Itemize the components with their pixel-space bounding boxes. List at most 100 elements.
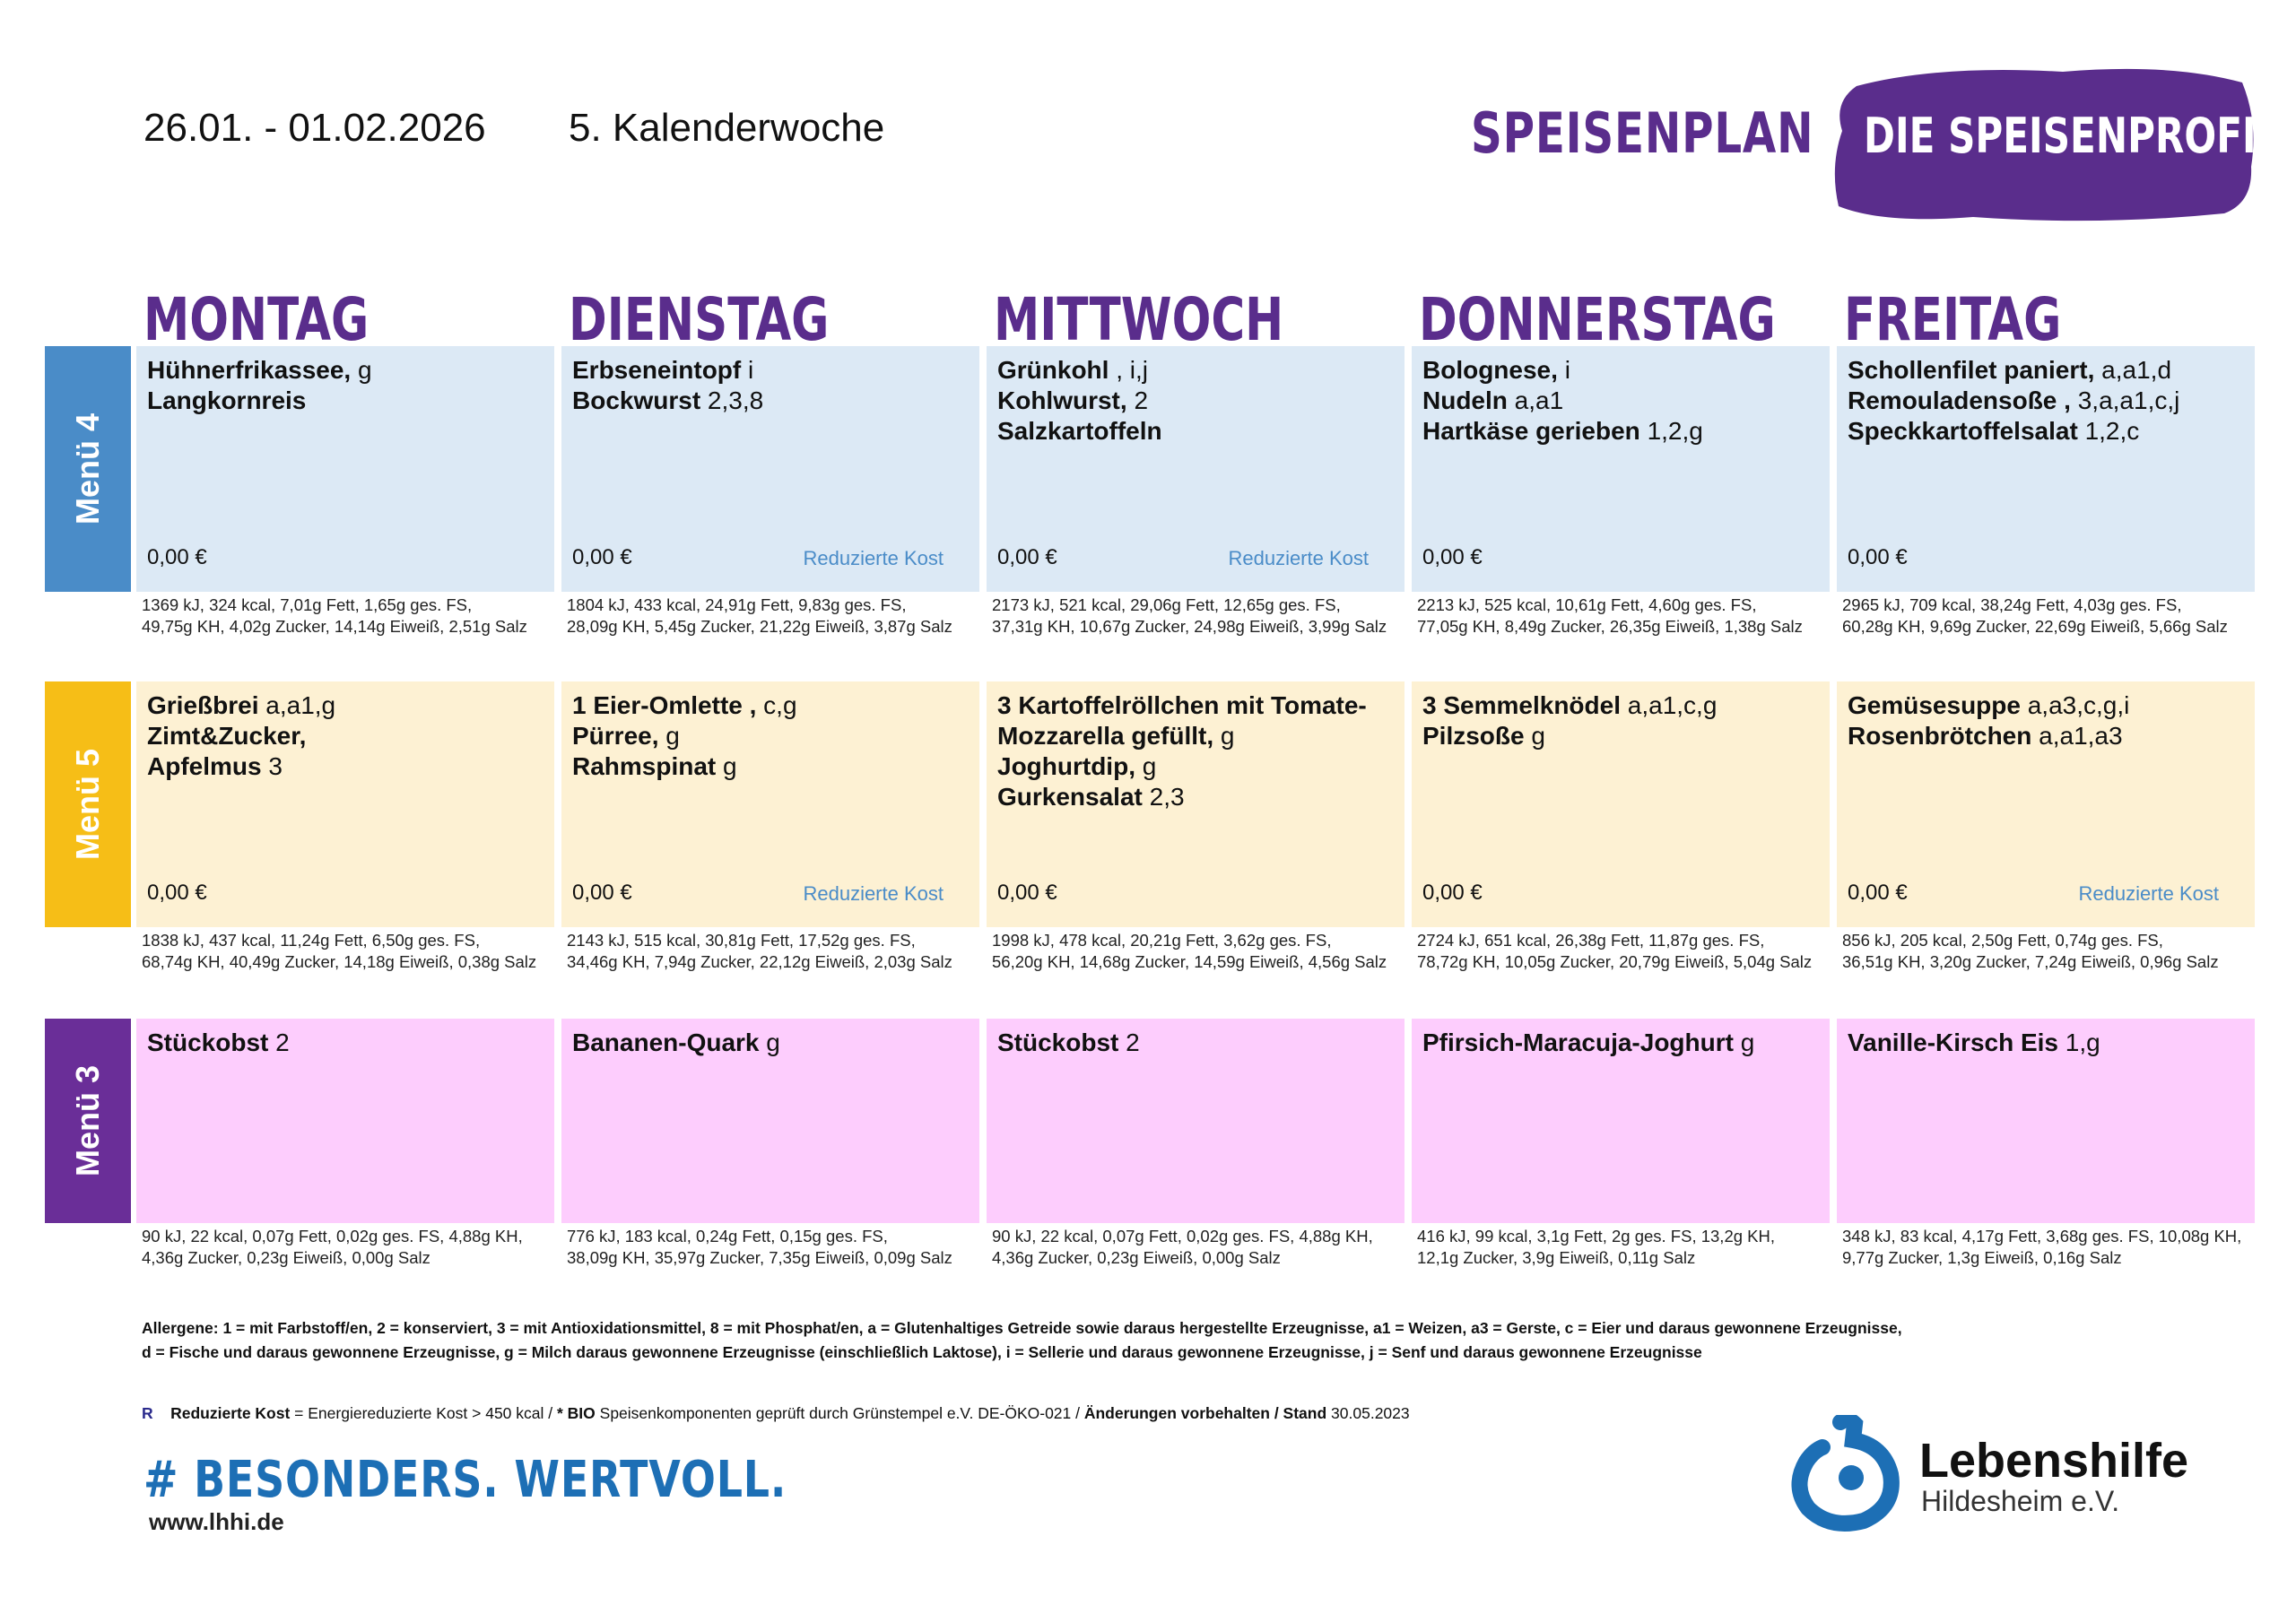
nutrition-line: 1369 kJ, 324 kcal, 7,01g Fett, 1,65g ges…	[142, 595, 473, 614]
menu-tab-5: Menü 5	[45, 681, 131, 927]
day-header-mittwoch: MITTWOCH	[994, 285, 1284, 354]
allergen-codes: a,a1	[1507, 386, 1564, 414]
dish-line: Apfelmus 3	[147, 751, 544, 782]
calendar-week: 5. Kalenderwoche	[569, 106, 885, 150]
legend-date: 30.05.2023	[1326, 1404, 1410, 1422]
menu-cell: Grießbrei a,a1,g Zimt&Zucker, Apfelmus 3 0,…	[136, 681, 554, 927]
price: 0,00 €	[997, 545, 1057, 569]
allergen-codes: 2	[268, 1028, 290, 1056]
nutrition-info: 776 kJ, 183 kcal, 0,24g Fett, 0,15g ges.…	[567, 1226, 952, 1269]
nutrition-line: 1838 kJ, 437 kcal, 11,24g Fett, 6,50g ge…	[142, 931, 481, 950]
dish-name: Nudeln	[1422, 386, 1508, 414]
nutrition-line: 34,46g KH, 7,94g Zucker, 22,12g Eiweiß, …	[567, 952, 952, 971]
price: 0,00 €	[1848, 881, 1908, 905]
dish-line: Hartkäse gerieben 1,2,g	[1422, 416, 1819, 447]
dish-line: Nudeln a,a1	[1422, 386, 1819, 416]
allergen-codes: 3	[261, 752, 283, 780]
dish-line: Kohlwurst, 2	[997, 386, 1394, 416]
allergen-codes: g	[716, 752, 737, 780]
dish-line: Stückobst 2	[147, 1028, 544, 1058]
day-header-freitag: FREITAG	[1844, 285, 2062, 354]
nutrition-info: 416 kJ, 99 kcal, 3,1g Fett, 2g ges. FS, …	[1417, 1226, 1775, 1269]
allergen-codes: g	[1524, 722, 1545, 750]
allergen-codes: 2	[1118, 1028, 1140, 1056]
nutrition-info: 856 kJ, 205 kcal, 2,50g Fett, 0,74g ges.…	[1842, 930, 2219, 973]
dish-name: 3 Semmelknödel	[1422, 691, 1621, 719]
dish-name: 3 Kartoffelröllchen mit Tomate-	[997, 691, 1367, 719]
dish-line: Rosenbrötchen a,a1,a3	[1848, 721, 2244, 751]
dish-name: Langkornreis	[147, 386, 307, 414]
dish-name: Joghurtdip,	[997, 752, 1135, 780]
menu-cell: Pfirsich-Maracuja-Joghurt g	[1412, 1019, 1830, 1223]
slogan: # BESONDERS. WERTVOLL.	[144, 1451, 787, 1509]
menu-cell: Schollenfilet paniert, a,a1,d Remouladens…	[1837, 346, 2255, 592]
nutrition-line: 36,51g KH, 3,20g Zucker, 7,24g Eiweiß, 0…	[1842, 952, 2219, 971]
menu-tab-4: Menü 4	[45, 346, 131, 592]
dish-name: Gemüsesuppe	[1848, 691, 2021, 719]
nutrition-line: 2213 kJ, 525 kcal, 10,61g Fett, 4,60g ge…	[1417, 595, 1757, 614]
nutrition-line: 60,28g KH, 9,69g Zucker, 22,69g Eiweiß, …	[1842, 617, 2228, 636]
dish-name: Stückobst	[147, 1028, 269, 1056]
allergen-line: d = Fische und daraus gewonnene Erzeugni…	[142, 1343, 1702, 1361]
nutrition-info: 1804 kJ, 433 kcal, 24,91g Fett, 9,83g ge…	[567, 595, 952, 638]
dish-name: Kohlwurst,	[997, 386, 1127, 414]
dish-line: Langkornreis	[147, 386, 544, 416]
date-range: 26.01. - 01.02.2026	[144, 106, 486, 150]
nutrition-line: 77,05g KH, 8,49g Zucker, 26,35g Eiweiß, …	[1417, 617, 1803, 636]
dish-name: Apfelmus	[147, 752, 262, 780]
dish-name: Schollenfilet paniert,	[1848, 356, 2095, 384]
dish-name: Remouladensoße ,	[1848, 386, 2071, 414]
allergen-codes: g	[759, 1028, 780, 1056]
diet-legend: R Reduzierte Kost = Energiereduzierte Ko…	[142, 1404, 1410, 1423]
nutrition-info: 90 kJ, 22 kcal, 0,07g Fett, 0,02g ges. F…	[142, 1226, 523, 1269]
dish-line: Grießbrei a,a1,g	[147, 690, 544, 721]
website-link[interactable]: www.lhhi.de	[149, 1508, 284, 1535]
price: 0,00 €	[147, 881, 207, 905]
dish-line: Pfirsich-Maracuja-Joghurt g	[1422, 1028, 1819, 1058]
nutrition-line: 4,36g Zucker, 0,23g Eiweiß, 0,00g Salz	[142, 1248, 430, 1267]
menu-cell: Bolognese, i Nudeln a,a1 Hartkäse geriebe…	[1412, 346, 1830, 592]
allergen-codes: g	[658, 722, 680, 750]
menu-cell: Stückobst 2	[987, 1019, 1405, 1223]
nutrition-line: 2724 kJ, 651 kcal, 26,38g Fett, 11,87g g…	[1417, 931, 1765, 950]
allergen-legend: Allergene: 1 = mit Farbstoff/en, 2 = kon…	[142, 1316, 2151, 1365]
dish-name: Bananen-Quark	[572, 1028, 760, 1056]
allergen-codes: a,a3,c,g,i	[2020, 691, 2130, 719]
dish-line: Schollenfilet paniert, a,a1,d	[1848, 355, 2244, 386]
nutrition-info: 1369 kJ, 324 kcal, 7,01g Fett, 1,65g ges…	[142, 595, 527, 638]
dish-name: 1 Eier-Omlette ,	[572, 691, 757, 719]
menu-cell: Erbseneintopf i Bockwurst 2,3,8 0,00 € Redu…	[561, 346, 979, 592]
allergen-codes: g	[351, 356, 372, 384]
menu-cell: Vanille-Kirsch Eis 1,g	[1837, 1019, 2255, 1223]
nutrition-line: 28,09g KH, 5,45g Zucker, 21,22g Eiweiß, …	[567, 617, 952, 636]
nutrition-info: 2173 kJ, 521 kcal, 29,06g Fett, 12,65g g…	[992, 595, 1387, 638]
allergen-codes: a,a1,d	[2094, 356, 2172, 384]
menu-cell: Hühnerfrikassee, g Langkornreis 0,00 €	[136, 346, 554, 592]
dish-name: Pürree,	[572, 722, 659, 750]
dish-name: Bockwurst	[572, 386, 701, 414]
menu-cell: Gemüsesuppe a,a3,c,g,i Rosenbrötchen a,a1…	[1837, 681, 2255, 927]
lebenshilfe-logo-icon	[1791, 1415, 1900, 1532]
nutrition-line: 37,31g KH, 10,67g Zucker, 24,98g Eiweiß,…	[992, 617, 1387, 636]
dish-name: Salzkartoffeln	[997, 417, 1162, 445]
price: 0,00 €	[1422, 881, 1483, 905]
dish-line: 3 Kartoffelröllchen mit Tomate-	[997, 690, 1394, 721]
dish-line: Pürree, g	[572, 721, 969, 751]
org-subtitle: Hildesheim e.V.	[1921, 1485, 2120, 1517]
menu-cell: Stückobst 2	[136, 1019, 554, 1223]
page-title: SPEISENPLAN	[1471, 100, 1814, 166]
legend-bio-desc: Speisenkomponenten geprüft durch Grünste…	[595, 1404, 1084, 1422]
allergen-codes: , i,j	[1109, 356, 1149, 384]
menu-cell: 1 Eier-Omlette , c,g Pürree, g Rahmspinat …	[561, 681, 979, 927]
allergen-codes: a,a1,a3	[2031, 722, 2123, 750]
day-header-dienstag: DIENSTAG	[569, 285, 830, 354]
menu-label: Menü 4	[69, 412, 106, 525]
allergen-codes: 2,3	[1142, 783, 1185, 811]
dish-name: Mozzarella gefüllt,	[997, 722, 1214, 750]
nutrition-line: 776 kJ, 183 kcal, 0,24g Fett, 0,15g ges.…	[567, 1227, 888, 1245]
day-header-donnerstag: DONNERSTAG	[1419, 285, 1776, 354]
dish-line: 3 Semmelknödel a,a1,c,g	[1422, 690, 1819, 721]
dish-name: Pilzsoße	[1422, 722, 1525, 750]
nutrition-line: 2173 kJ, 521 kcal, 29,06g Fett, 12,65g g…	[992, 595, 1341, 614]
brush-badge	[1834, 68, 2254, 221]
